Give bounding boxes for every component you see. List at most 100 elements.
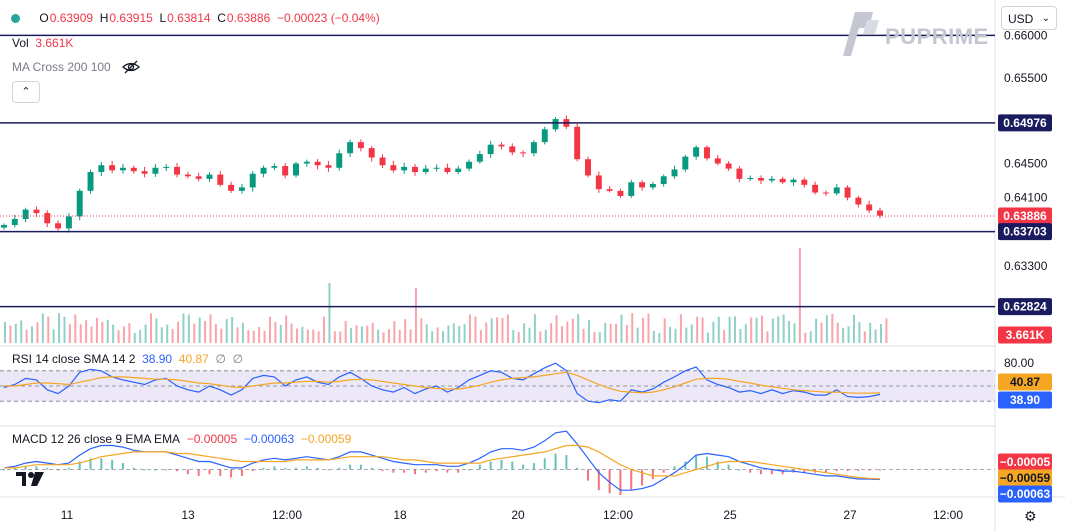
collapse-legend-button[interactable]: ⌃ <box>12 81 40 103</box>
volume-bar <box>85 320 88 343</box>
candle-body <box>357 142 364 149</box>
volume-bar <box>285 315 288 343</box>
open-value: 0.63909 <box>49 11 94 25</box>
candle-body <box>249 173 256 188</box>
volume-bar <box>106 319 109 343</box>
volume-bar <box>858 322 861 343</box>
macd-legend: MACD 12 26 close 9 EMA EMA −0.00005 −0.0… <box>12 432 351 446</box>
time-axis-label: 27 <box>843 508 857 522</box>
volume-bar <box>436 327 439 343</box>
volume-bar <box>263 330 266 343</box>
time-axis-label: 12:00 <box>933 508 963 522</box>
gear-icon[interactable]: ⚙ <box>1024 508 1037 524</box>
volume-bar <box>831 314 834 343</box>
macd-histogram-bar <box>511 461 514 470</box>
volume-bar <box>604 323 607 343</box>
macd-histogram-bar <box>803 469 806 473</box>
volume-bar <box>836 322 839 343</box>
candle-body <box>790 179 797 183</box>
candle-body <box>877 210 883 216</box>
volume-bar <box>539 331 542 343</box>
brand-logo-text: PUPRIME <box>885 24 989 49</box>
currency-select[interactable]: USD ⌄ <box>1001 6 1057 30</box>
volume-bar <box>652 330 655 343</box>
volume-bar <box>669 326 672 343</box>
volume-bar <box>236 327 239 343</box>
macd-histogram-bar <box>186 469 189 475</box>
volume-bar <box>690 324 693 343</box>
volume-bar <box>4 321 6 343</box>
ma-cross-legend[interactable]: MA Cross 200 100 <box>12 60 141 74</box>
rsi-legend: RSI 14 close SMA 14 2 38.90 40.87 ∅ ∅ <box>12 352 243 366</box>
ohlc-legend: O0.63909 H0.63915 L0.63814 C0.63886 −0.0… <box>11 11 380 25</box>
volume-bar <box>225 319 228 343</box>
price-axis-label: 0.64100 <box>1004 191 1048 205</box>
candle-body <box>217 174 224 185</box>
candle-body <box>401 166 408 171</box>
candle-body <box>476 154 483 162</box>
macd-histogram-bar <box>89 458 92 470</box>
candle-body <box>152 167 159 174</box>
volume-bar <box>852 314 855 343</box>
candle-body <box>411 166 418 173</box>
volume-bar <box>663 318 666 343</box>
volume-bar <box>312 329 315 343</box>
volume-bar <box>160 327 163 343</box>
candle-body <box>195 176 202 179</box>
volume-bar <box>371 322 374 343</box>
volume-bar <box>485 322 488 343</box>
macd-histogram-bar <box>392 469 395 473</box>
macd-histogram-bar <box>111 459 114 470</box>
macd-histogram-bar <box>251 469 254 472</box>
volume-bar <box>771 318 774 343</box>
candle-body <box>736 168 743 179</box>
volume-bar <box>560 326 563 343</box>
volume-bar <box>150 313 152 343</box>
volume-bar <box>252 330 255 343</box>
macd-histogram-bar <box>857 469 860 472</box>
macd-histogram-bar <box>121 463 124 470</box>
macd-histogram-bar <box>662 469 665 473</box>
macd-histogram-bar <box>716 461 719 470</box>
candle-body <box>628 182 635 196</box>
macd-hist-value: −0.00005 <box>186 432 238 446</box>
candle-body <box>174 166 181 175</box>
candle-body <box>693 147 700 157</box>
candle-body <box>368 148 375 158</box>
volume-bar <box>144 324 147 343</box>
candle-body <box>487 144 494 155</box>
low-value: 0.63814 <box>167 11 211 25</box>
candle-body <box>585 159 591 176</box>
chevron-up-icon: ⌃ <box>21 86 31 98</box>
volume-bar <box>804 332 807 343</box>
macd-histogram-bar <box>630 469 633 491</box>
volume-bar <box>420 318 423 343</box>
macd-histogram-bar <box>695 455 698 470</box>
candle-body <box>639 182 646 188</box>
volume-bar <box>701 317 704 343</box>
volume-bar <box>620 314 623 343</box>
macd-histogram-bar <box>230 469 233 478</box>
candle-body <box>293 163 299 176</box>
candle-body <box>444 167 451 173</box>
volume-bar <box>593 332 596 343</box>
candle-body <box>779 178 786 183</box>
eye-hidden-icon[interactable] <box>122 60 141 74</box>
candle-body <box>466 161 473 169</box>
volume-bar <box>869 322 872 343</box>
macd-histogram-bar <box>165 469 168 471</box>
candle-body <box>314 161 321 166</box>
volume-bar <box>863 331 866 343</box>
volume-bar <box>404 319 407 343</box>
currency-value: USD <box>1008 12 1034 26</box>
volume-label: Vol <box>12 36 29 50</box>
candle-body <box>347 142 354 154</box>
volume-bar <box>550 323 553 343</box>
volume-bar <box>193 323 196 343</box>
tradingview-logo-part <box>16 472 26 486</box>
candle-body <box>520 152 527 154</box>
macd-histogram-bar <box>208 469 211 475</box>
volume-bar <box>101 321 104 343</box>
